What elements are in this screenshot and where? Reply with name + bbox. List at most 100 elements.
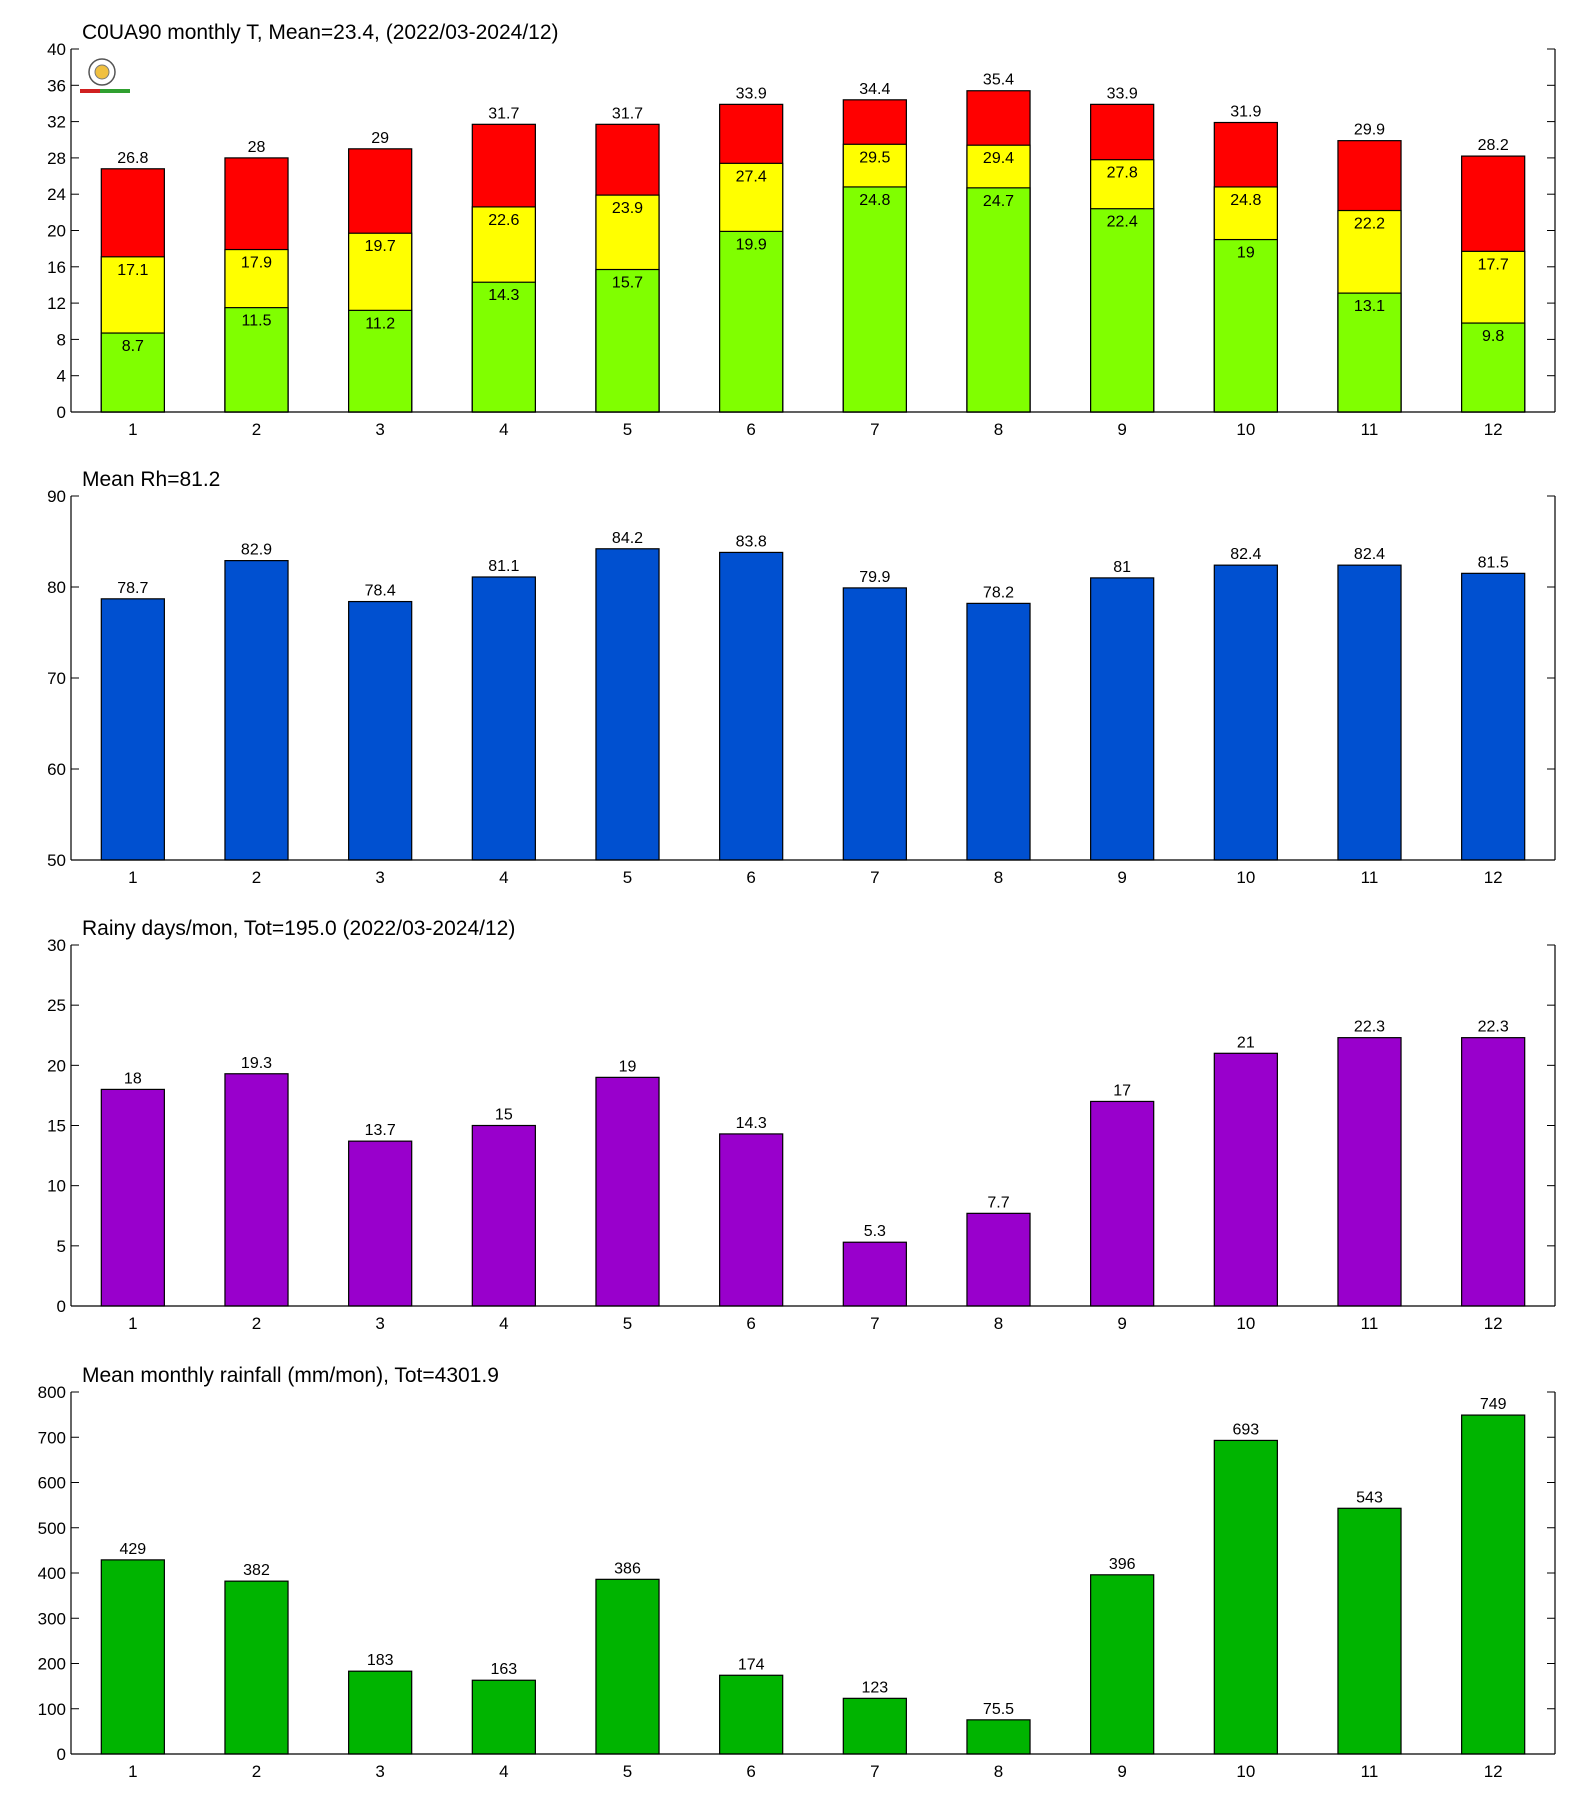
value-label: 79.9 <box>859 569 890 586</box>
bar <box>842 587 907 861</box>
value-label: 183 <box>367 1652 394 1669</box>
value-label: 31.7 <box>612 105 643 122</box>
bar <box>1461 572 1526 861</box>
value-label: 14.3 <box>488 287 519 304</box>
value-label: 9.8 <box>1482 328 1504 345</box>
value-label: 82.4 <box>1230 546 1261 563</box>
y-tick-label: 24 <box>47 185 66 204</box>
bar <box>1337 564 1402 861</box>
value-label: 22.3 <box>1354 1019 1385 1036</box>
value-label: 13.1 <box>1354 298 1385 315</box>
value-label: 396 <box>1109 1556 1136 1573</box>
value-label: 24.7 <box>983 193 1014 210</box>
bar <box>224 1580 289 1755</box>
x-tick-label: 11 <box>1361 420 1379 439</box>
bar <box>966 1212 1031 1307</box>
bar <box>1461 1037 1526 1307</box>
x-tick-label: 1 <box>128 420 137 439</box>
x-tick-label: 4 <box>499 1762 508 1781</box>
bar <box>595 1578 660 1755</box>
bar <box>100 598 165 861</box>
x-tick-label: 2 <box>252 1762 261 1781</box>
value-label: 24.8 <box>1230 192 1261 209</box>
x-tick-label: 2 <box>252 868 261 887</box>
x-tick-label: 9 <box>1117 868 1126 887</box>
y-tick-label: 28 <box>47 149 66 168</box>
value-label: 29.5 <box>859 149 890 166</box>
value-label: 24.8 <box>859 192 890 209</box>
value-label: 8.7 <box>122 338 144 355</box>
bar <box>1461 1414 1526 1755</box>
bar <box>1213 564 1278 861</box>
x-tick-label: 9 <box>1117 1762 1126 1781</box>
x-tick-label: 7 <box>870 420 879 439</box>
value-label: 123 <box>861 1679 888 1696</box>
x-tick-label: 6 <box>746 1314 755 1333</box>
value-label: 21 <box>1237 1034 1255 1051</box>
bar <box>1337 1507 1402 1755</box>
y-tick-label: 300 <box>38 1609 66 1628</box>
value-label: 15 <box>495 1107 513 1124</box>
value-label: 19.3 <box>241 1055 272 1072</box>
x-tick-label: 10 <box>1236 420 1255 439</box>
chart-title: Rainy days/mon, Tot=195.0 (2022/03-2024/… <box>82 917 515 940</box>
y-tick-label: 16 <box>47 258 66 277</box>
bar <box>471 1679 536 1755</box>
y-tick-label: 32 <box>47 113 66 132</box>
x-tick-label: 11 <box>1361 1314 1379 1333</box>
value-label: 11.2 <box>365 315 395 332</box>
y-tick-label: 700 <box>38 1428 66 1447</box>
bar <box>719 1133 784 1307</box>
x-tick-label: 8 <box>994 868 1003 887</box>
y-tick-label: 40 <box>47 40 66 59</box>
x-tick-label: 1 <box>128 1314 137 1333</box>
x-tick-label: 4 <box>499 420 508 439</box>
x-tick-label: 5 <box>623 1314 632 1333</box>
x-tick-label: 8 <box>994 420 1003 439</box>
value-label: 28 <box>248 139 266 156</box>
logo <box>80 58 130 93</box>
value-label: 13.7 <box>365 1122 396 1139</box>
y-tick-label: 600 <box>38 1474 66 1493</box>
bar <box>348 1670 413 1755</box>
y-tick-label: 90 <box>47 487 66 506</box>
bar <box>719 230 784 413</box>
x-tick-label: 9 <box>1117 420 1126 439</box>
x-tick-label: 9 <box>1117 1314 1126 1333</box>
value-label: 693 <box>1232 1421 1259 1438</box>
bar <box>471 576 536 861</box>
x-tick-label: 8 <box>994 1314 1003 1333</box>
value-label: 749 <box>1480 1396 1507 1413</box>
y-tick-label: 400 <box>38 1564 66 1583</box>
value-label: 15.7 <box>612 275 643 292</box>
value-label: 82.9 <box>241 542 272 559</box>
value-label: 22.3 <box>1478 1019 1509 1036</box>
value-label: 34.4 <box>859 81 890 98</box>
value-label: 33.9 <box>736 85 767 102</box>
x-tick-label: 2 <box>252 1314 261 1333</box>
bar <box>1090 208 1155 413</box>
y-tick-label: 0 <box>57 1745 66 1764</box>
y-tick-label: 15 <box>47 1117 66 1136</box>
bar <box>1090 577 1155 861</box>
value-label: 26.8 <box>117 150 148 167</box>
value-label: 23.9 <box>612 200 643 217</box>
x-tick-label: 12 <box>1484 1314 1503 1333</box>
x-tick-label: 6 <box>746 420 755 439</box>
x-tick-label: 7 <box>870 1762 879 1781</box>
value-label: 27.4 <box>736 168 767 185</box>
x-tick-label: 4 <box>499 1314 508 1333</box>
value-label: 83.8 <box>736 533 767 550</box>
value-label: 19 <box>1237 245 1255 262</box>
bar <box>719 551 784 861</box>
y-tick-label: 200 <box>38 1655 66 1674</box>
value-label: 5.3 <box>864 1223 886 1240</box>
x-tick-label: 2 <box>252 420 261 439</box>
bar <box>966 187 1031 413</box>
value-label: 163 <box>490 1661 517 1678</box>
x-tick-label: 7 <box>870 1314 879 1333</box>
value-label: 82.4 <box>1354 546 1385 563</box>
y-tick-label: 30 <box>47 936 66 955</box>
value-label: 81.5 <box>1478 554 1509 571</box>
